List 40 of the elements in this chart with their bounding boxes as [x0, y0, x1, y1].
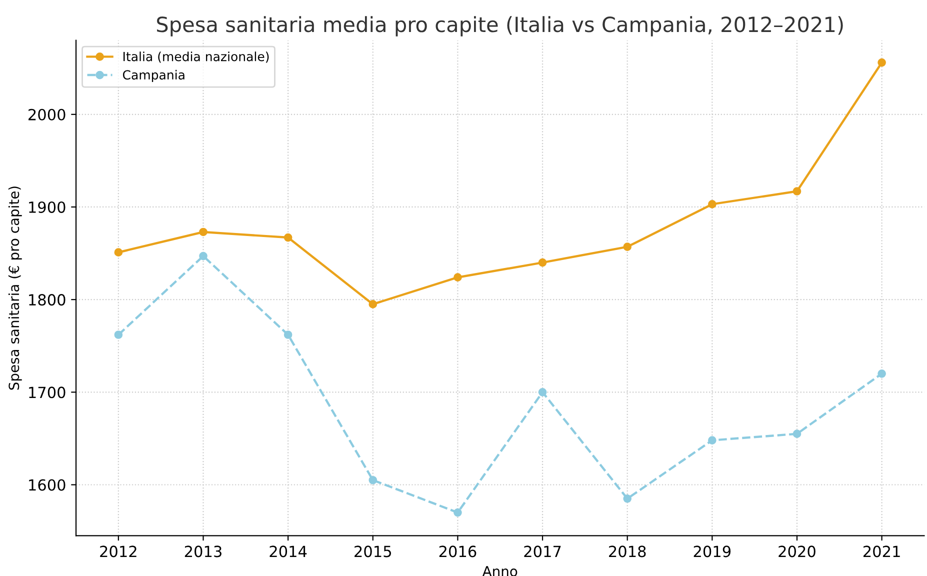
y-tick-label: 1900: [29, 201, 66, 214]
y-axis-title: Spesa sanitaria (€ pro capite): [8, 186, 22, 390]
x-tick-label: 2021: [863, 546, 900, 558]
point: [538, 258, 547, 267]
x-tick-label: 2018: [609, 546, 646, 558]
y-tick-label: 1600: [29, 479, 66, 491]
point: [708, 200, 716, 208]
legend-label: Campania: [122, 70, 184, 82]
point: [623, 242, 632, 251]
point: [623, 494, 632, 503]
point: [538, 388, 547, 396]
x-tick-label: 2016: [439, 546, 476, 558]
point: [114, 248, 123, 257]
y-tick-label: 1700: [29, 386, 66, 398]
x-tick-label: 2014: [270, 546, 307, 558]
point: [199, 228, 208, 236]
point: [284, 330, 292, 339]
x-tick-label: 2020: [778, 546, 816, 558]
point: [199, 252, 208, 260]
x-tick-label: 2017: [524, 546, 561, 558]
x-tick-label: 2013: [184, 546, 222, 558]
point: [284, 233, 292, 242]
point: [878, 369, 886, 378]
point: [792, 430, 802, 438]
legend-label: Italia (media nazionale): [123, 52, 269, 63]
point: [368, 300, 378, 308]
x-axis-title: Anno: [482, 566, 518, 576]
point: [878, 58, 886, 67]
y-tick-label: 2000: [28, 108, 66, 120]
x-tick-label: 2015: [354, 546, 391, 558]
point: [792, 187, 802, 196]
point: [368, 476, 378, 484]
point: [454, 508, 462, 517]
point: [114, 330, 123, 339]
x-tick-label: 2019: [694, 546, 731, 558]
x-tick-label: 2012: [100, 546, 136, 558]
y-tick-label: 1800: [29, 294, 66, 306]
point: [454, 273, 462, 282]
point: [708, 436, 716, 444]
chart-title: Spesa sanitaria media pro capite (Italia vs Campania, 2012–2021): [156, 16, 843, 36]
